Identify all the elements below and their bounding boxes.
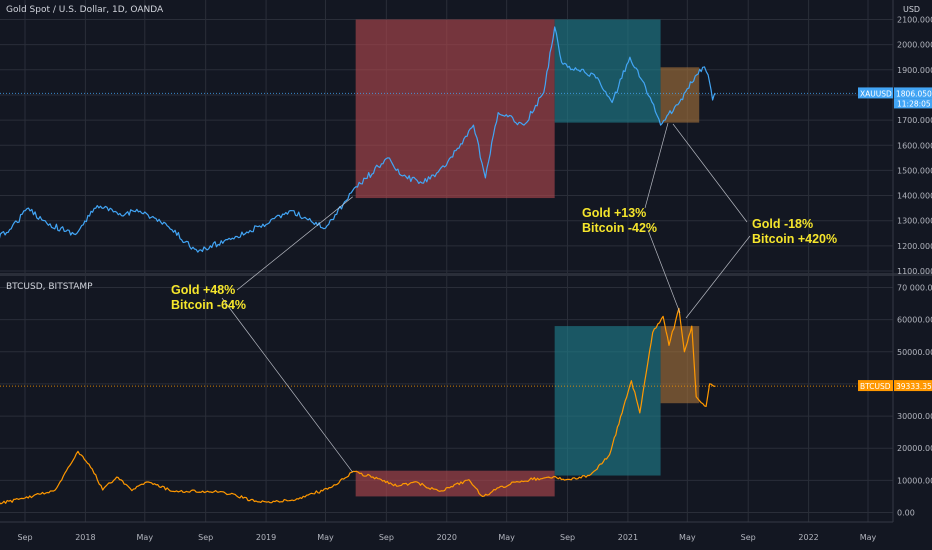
annotation-period-1-gold: Gold +48% (171, 283, 236, 297)
x-tick-8: May (498, 533, 515, 542)
gold-y-tick-8: 1300.000 (897, 217, 932, 226)
btc-y-tick-2: 50000.00 (897, 348, 932, 357)
gold-y-tick-6: 1500.000 (897, 166, 932, 175)
x-tick-5: May (317, 533, 334, 542)
btc-y-tick-1: 60000.00 (897, 316, 932, 325)
gold-y-tick-5: 1600.000 (897, 141, 932, 150)
btc-box-period-3 (660, 326, 700, 404)
x-tick-14: May (860, 533, 877, 542)
gold-box-period-3 (660, 67, 700, 123)
x-tick-1: 2018 (75, 533, 95, 542)
gold-last-value-tag (894, 87, 932, 99)
annotation-period-2: Gold -18% Bitcoin +420% (752, 217, 837, 247)
x-tick-2: May (137, 533, 154, 542)
gold-countdown-text: 11:28:05 (897, 99, 931, 108)
x-tick-0: Sep (17, 533, 32, 542)
btc-y-tick-5: 20000.00 (897, 444, 932, 453)
gold-y-tick-9: 1200.000 (897, 242, 932, 251)
x-tick-3: Sep (198, 533, 213, 542)
btc-box-period-1 (355, 470, 555, 497)
x-tick-9: Sep (560, 533, 575, 542)
annotation-period-2-btc: Bitcoin +420% (752, 232, 838, 246)
gold-y-tick-2: 1900.000 (897, 66, 932, 75)
x-tick-4: 2019 (256, 533, 276, 542)
pane-separator (0, 273, 932, 276)
annotation-period-2-gold: Gold -18% (752, 217, 814, 231)
gold-price-line (0, 26, 716, 253)
btc-y-tick-7: 0.00 (897, 509, 915, 518)
gold-last-value-text: 1806.050 (896, 89, 932, 98)
callout-line-5 (685, 235, 751, 319)
btc-last-value-tag (894, 380, 932, 392)
btc-box-period-2 (554, 326, 661, 476)
gold-y-tick-7: 1400.000 (897, 192, 932, 201)
callout-line-0 (236, 196, 353, 291)
btc-y-tick-4: 30000.00 (897, 412, 932, 421)
annotation-period-1: Gold +48% Bitcoin -64% (171, 283, 246, 313)
gold-y-tick-1: 2000.000 (897, 41, 932, 50)
gold-y-tick-10: 1100.000 (897, 267, 932, 276)
annotation-period-3: Gold +13% Bitcoin -42% (582, 206, 657, 236)
x-tick-6: Sep (379, 533, 394, 542)
btc-price-line (0, 307, 716, 505)
currency-label: USD (903, 5, 921, 14)
btc-name-tag (858, 380, 893, 392)
annotation-period-3-btc: Bitcoin -42% (582, 221, 658, 235)
btc-y-tick-6: 10000.00 (897, 476, 932, 485)
x-tick-10: 2021 (618, 533, 638, 542)
gold-y-tick-0: 2100.000 (897, 16, 932, 25)
gold-box-period-1 (355, 19, 555, 199)
gold-pane-title: Gold Spot / U.S. Dollar, 1D, OANDA (6, 5, 164, 15)
callout-line-2 (644, 122, 669, 209)
callout-line-3 (647, 229, 681, 314)
gold-countdown-tag (894, 98, 932, 109)
callout-line-4 (672, 123, 748, 223)
x-tick-7: 2020 (437, 533, 457, 542)
btc-name-tag-text: BTCUSD (860, 382, 891, 391)
annotation-period-1-btc: Bitcoin -64% (171, 298, 247, 312)
btc-last-value-text: 39333.35 (896, 382, 932, 391)
btc-pane-title: BTCUSD, BITSTAMP (6, 282, 93, 292)
gold-y-tick-4: 1700.000 (897, 116, 932, 125)
gold-box-period-2 (554, 19, 661, 123)
x-tick-12: Sep (741, 533, 756, 542)
gold-name-tag (858, 87, 893, 99)
x-tick-11: May (679, 533, 696, 542)
btc-y-tick-0: 70 000.00 (897, 283, 932, 292)
x-tick-13: 2022 (798, 533, 818, 542)
gold-name-tag-text: XAUUSD (860, 89, 892, 98)
callout-line-1 (221, 297, 353, 473)
annotation-period-3-gold: Gold +13% (582, 206, 647, 220)
